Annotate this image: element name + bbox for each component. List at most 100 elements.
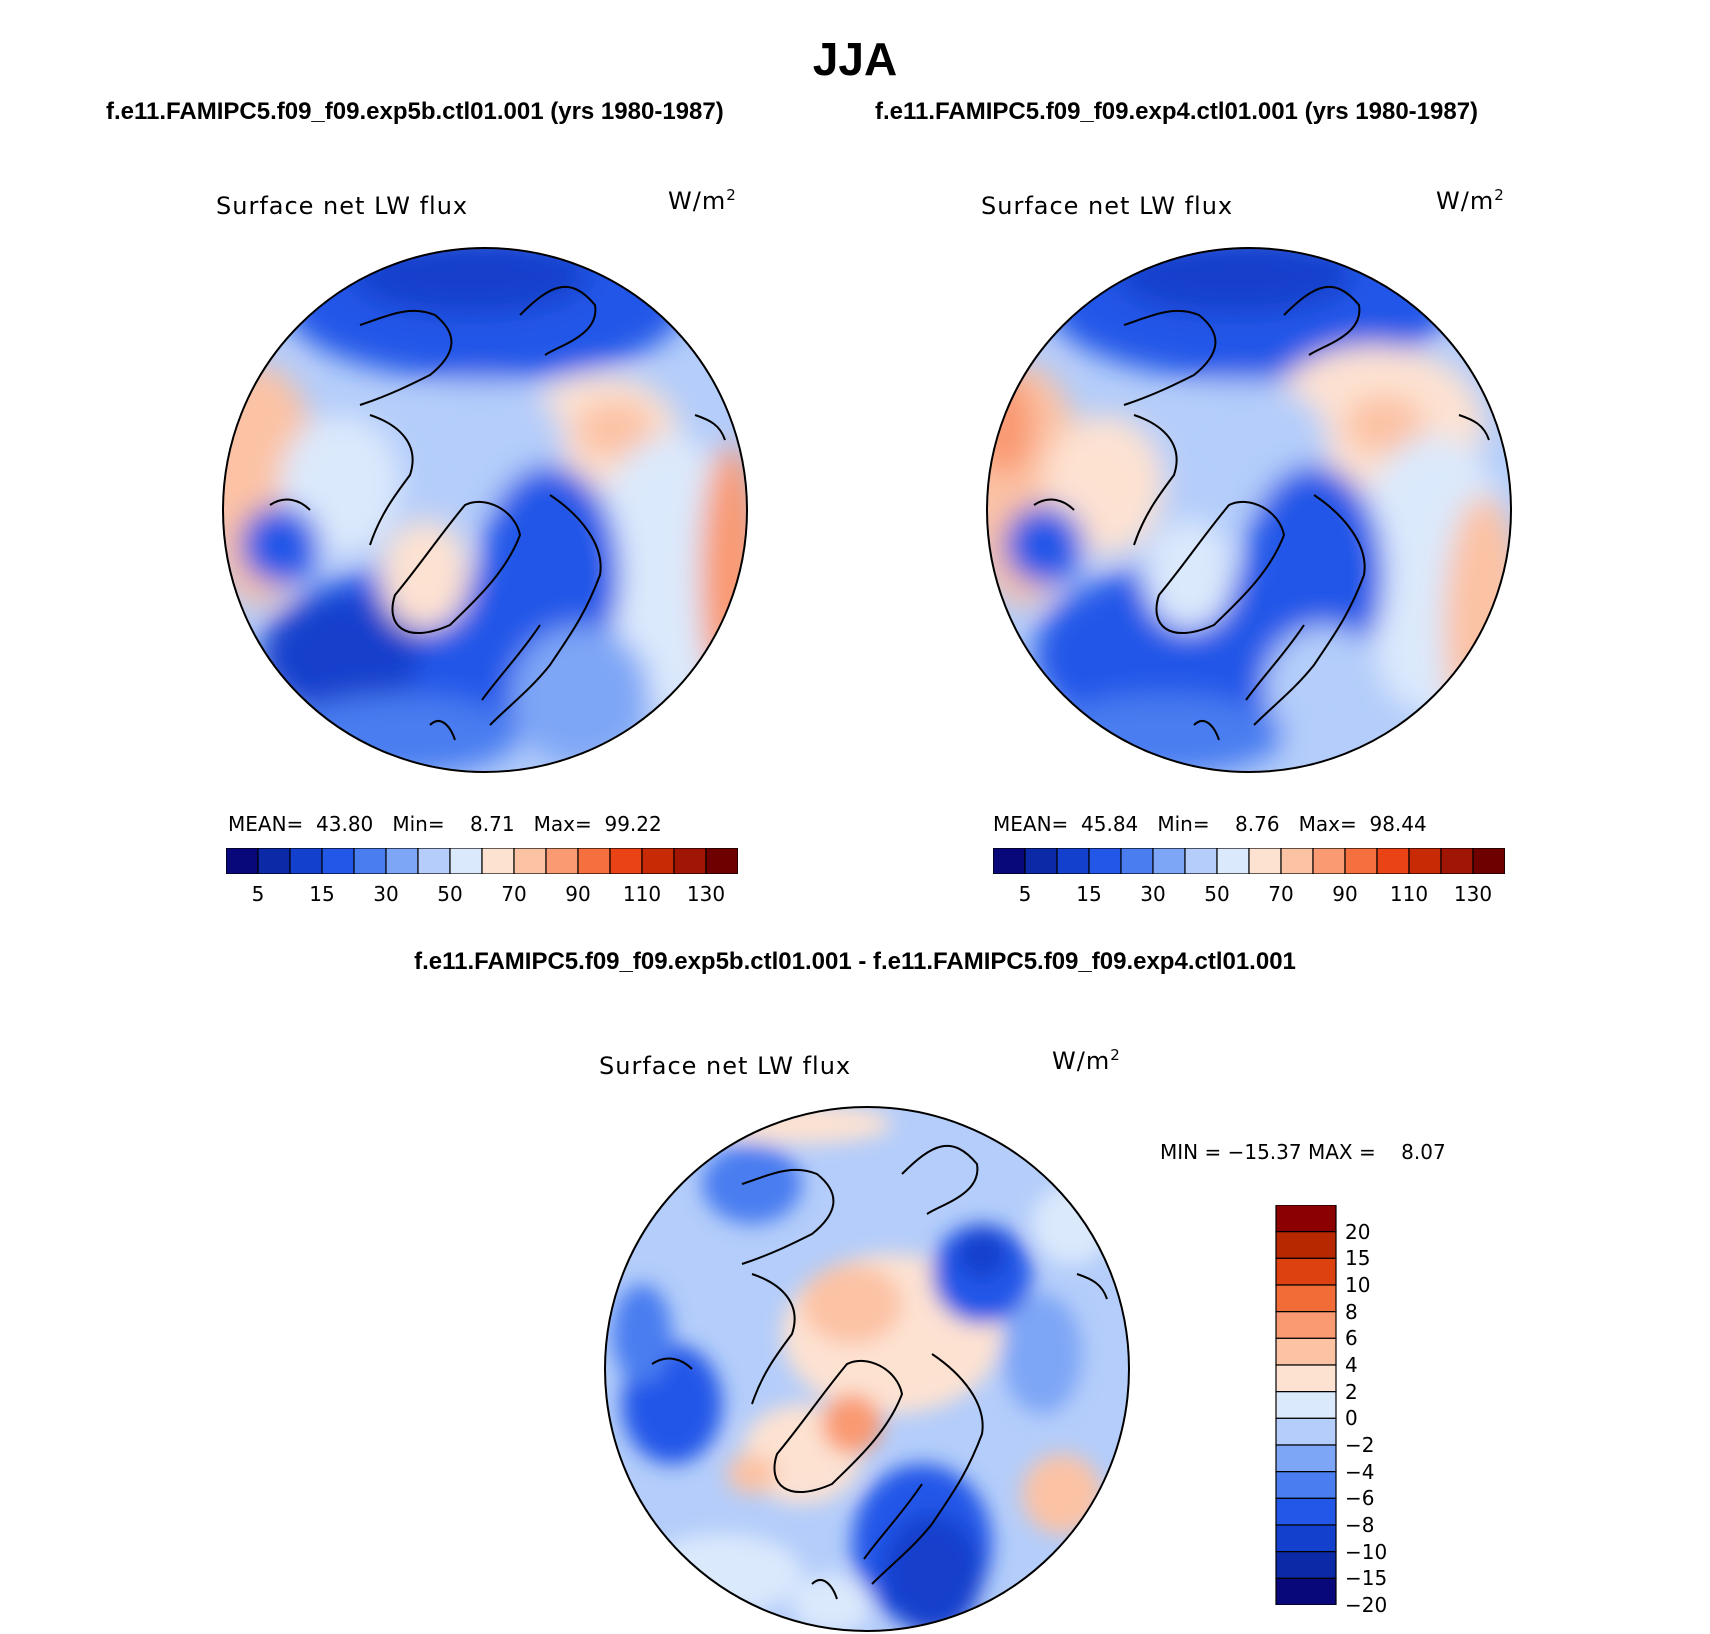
colorbar-tick-label: −15	[1345, 1566, 1388, 1591]
colorbar-swatch	[1152, 847, 1186, 875]
colorbar-tick-label: 130	[1453, 882, 1493, 906]
colorbar-swatch	[1088, 847, 1122, 875]
colorbar-swatch	[1275, 1391, 1337, 1419]
right-units-exp: 2	[1494, 186, 1505, 204]
left-colorbar: 5 15 30 50 70 90 110 130	[225, 847, 739, 906]
colorbar-swatch	[1248, 847, 1282, 875]
left-mean-value: 43.80	[316, 812, 374, 836]
diff-max-value: 8.07	[1401, 1140, 1446, 1164]
colorbar-tick-label: 0	[1345, 1406, 1358, 1431]
colorbar-tick-label: 70	[1268, 882, 1294, 906]
diff-max-label: MAX =	[1307, 1140, 1376, 1164]
colorbar-tick-label: 130	[686, 882, 726, 906]
colorbar-tick-label: 2	[1345, 1379, 1358, 1404]
colorbar-swatch	[1184, 847, 1218, 875]
colorbar-swatch	[673, 847, 707, 875]
left-panel-title: Surface net LW flux	[216, 192, 469, 220]
colorbar-tick-label: 30	[373, 882, 399, 906]
colorbar-swatch	[1275, 1337, 1337, 1366]
colorbar-swatch	[1408, 847, 1442, 875]
left-units-exp: 2	[726, 186, 737, 204]
colorbar-swatch	[1344, 847, 1378, 875]
colorbar-swatch	[1280, 847, 1314, 875]
colorbar-swatch	[417, 847, 451, 875]
colorbar-tick-label: 5	[1018, 882, 1032, 906]
colorbar-swatch	[1472, 847, 1506, 875]
colorbar-swatch	[1312, 847, 1346, 875]
colorbar-tick-label: 8	[1345, 1299, 1358, 1324]
diff-colorbar-swatches	[1275, 1204, 1337, 1606]
colorbar-swatch	[481, 847, 515, 875]
colorbar-swatch	[1275, 1444, 1337, 1473]
left-units-base: W/m	[668, 187, 727, 215]
colorbar-tick-label: 15	[1076, 882, 1102, 906]
colorbar-swatch	[545, 847, 579, 875]
colorbar-swatch	[1275, 1417, 1337, 1446]
colorbar-swatch	[1275, 1551, 1337, 1579]
colorbar-tick-label: 20	[1345, 1219, 1371, 1244]
colorbar-swatch	[641, 847, 675, 875]
colorbar-swatch	[1216, 847, 1250, 875]
diff-polar-map	[604, 1106, 1130, 1632]
colorbar-swatch	[289, 847, 323, 875]
colorbar-swatch	[1275, 1231, 1337, 1259]
colorbar-swatch	[1440, 847, 1474, 875]
colorbar-tick-label: 15	[1345, 1246, 1371, 1271]
right-max-value: 98.44	[1369, 812, 1427, 836]
diff-stats: MIN = −15.37 MAX = 8.07	[1160, 1140, 1446, 1164]
left-min-label: Min=	[392, 812, 445, 836]
colorbar-tick-label: −10	[1345, 1539, 1388, 1564]
colorbar-tick-label: 5	[251, 882, 265, 906]
colorbar-swatch	[353, 847, 387, 875]
colorbar-tick-label: 110	[622, 882, 662, 906]
diff-panel-title: Surface net LW flux	[599, 1052, 852, 1080]
right-min-label: Min=	[1157, 812, 1210, 836]
colorbar-swatch	[1120, 847, 1154, 875]
colorbar-swatch	[257, 847, 291, 875]
colorbar-swatch	[1275, 1204, 1337, 1233]
right-mean-label: MEAN=	[993, 812, 1069, 836]
case-b-title: f.e11.FAMIPC5.f09_f09.exp4.ctl01.001 (yr…	[875, 98, 1479, 125]
diff-colorbar: 20 15 10 8 6 4 2 0 −2 −4 −6 −8 −10 −15 −20	[1275, 1204, 1425, 1617]
figure-title: JJA	[812, 33, 898, 85]
colorbar-tick-label: 70	[501, 882, 527, 906]
colorbar-tick-label: 10	[1345, 1273, 1371, 1297]
colorbar-tick-label: −2	[1345, 1433, 1375, 1457]
colorbar-tick-label: 90	[565, 882, 591, 906]
diff-panel-units: W/m2	[1052, 1046, 1121, 1075]
right-stats: MEAN= 45.84 Min= 8.76 Max= 98.44	[993, 812, 1427, 836]
colorbar-tick-label: 90	[1332, 882, 1358, 906]
colorbar-tick-label: −20	[1345, 1593, 1388, 1617]
colorbar-tick-label: 15	[309, 882, 335, 906]
left-polar-map	[222, 247, 748, 773]
right-colorbar: 5 15 30 50 70 90 110 130	[992, 847, 1506, 906]
left-colorbar-swatches	[225, 847, 739, 875]
left-min-value: 8.71	[470, 812, 515, 836]
colorbar-tick-label: −8	[1345, 1513, 1375, 1537]
colorbar-tick-label: 4	[1345, 1353, 1358, 1377]
colorbar-swatch	[1376, 847, 1410, 875]
colorbar-tick-label: −6	[1345, 1486, 1375, 1511]
left-max-label: Max=	[533, 812, 592, 836]
left-stats: MEAN= 43.80 Min= 8.71 Max= 99.22	[228, 812, 662, 836]
colorbar-tick-label: 110	[1389, 882, 1429, 906]
colorbar-tick-label: 50	[1204, 882, 1230, 906]
colorbar-swatch	[385, 847, 419, 875]
case-a-title: f.e11.FAMIPC5.f09_f09.exp5b.ctl01.001 (y…	[106, 98, 724, 125]
colorbar-swatch	[577, 847, 611, 875]
colorbar-swatch	[1275, 1284, 1337, 1313]
colorbar-swatch	[1275, 1577, 1337, 1606]
colorbar-swatch	[449, 847, 483, 875]
colorbar-swatch	[1275, 1257, 1337, 1286]
diff-min-value: −15.37	[1227, 1140, 1302, 1164]
colorbar-swatch	[1275, 1471, 1337, 1499]
left-panel-units: W/m2	[668, 186, 737, 215]
colorbar-swatch	[1024, 847, 1058, 875]
right-max-label: Max=	[1298, 812, 1357, 836]
colorbar-swatch	[1275, 1364, 1337, 1393]
diff-title: f.e11.FAMIPC5.f09_f09.exp5b.ctl01.001 - …	[414, 948, 1296, 975]
colorbar-swatch	[1275, 1497, 1337, 1526]
colorbar-tick-label: 30	[1140, 882, 1166, 906]
right-panel-units: W/m2	[1436, 186, 1505, 215]
diff-min-label: MIN =	[1160, 1140, 1222, 1164]
